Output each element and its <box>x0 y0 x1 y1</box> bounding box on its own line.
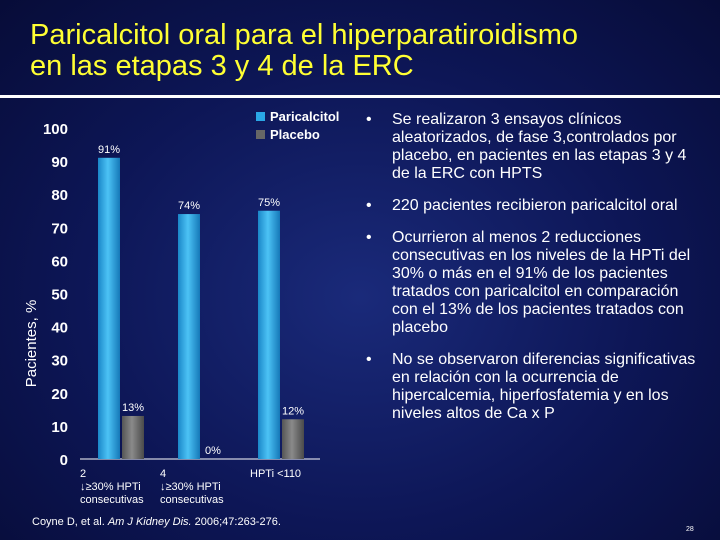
bullet-text: Se realizaron 3 ensayos clínicos aleator… <box>392 111 687 182</box>
bullet-text: Ocurrieron al menos 2 reducciones consec… <box>392 229 691 336</box>
legend-swatch <box>256 112 265 121</box>
citation-authors: Coyne D, et al. <box>32 516 108 528</box>
bullet-symbol: • <box>366 229 372 246</box>
y-tick-label: 10 <box>51 419 68 436</box>
bar-value-label: 12% <box>282 405 304 417</box>
y-tick-label: 20 <box>51 386 68 403</box>
bullet-text: 220 pacientes recibieron paricalcitol or… <box>392 197 678 214</box>
slide-title-line-1: Paricalcitol oral para el hiperparatiroi… <box>30 19 579 51</box>
bullet-item: • No se observaron diferencias significat… <box>362 351 702 423</box>
x-category-label: 2 <box>80 468 86 480</box>
x-category-label: consecutivas <box>160 494 224 506</box>
bullet-list: • Se realizaron 3 ensayos clínicos aleato… <box>362 111 702 437</box>
bar-value-label: 91% <box>98 144 120 156</box>
y-axis-label: Pacientes, % <box>23 300 40 388</box>
title-divider <box>0 95 720 98</box>
y-tick-label: 70 <box>51 220 68 237</box>
x-category-label: HPTi <110 <box>250 468 301 480</box>
y-tick-label: 0 <box>60 452 68 469</box>
bullet-item: • Se realizaron 3 ensayos clínicos aleato… <box>362 111 702 183</box>
citation-details: 2006;47:263-276. <box>191 516 281 528</box>
bar-value-label: 13% <box>122 402 144 414</box>
slide-title: Paricalcitol oral para el hiperparatiroi… <box>30 20 690 82</box>
y-tick-label: 30 <box>51 353 68 370</box>
slide-title-line-2: en las etapas 3 y 4 de la ERC <box>30 50 414 82</box>
bar-chart: Pacientes, % 0 10 20 30 40 50 60 70 80 90 100 91% 74%… <box>23 109 339 506</box>
x-category-label: 4 <box>160 468 166 480</box>
y-tick-label: 60 <box>51 253 68 270</box>
legend-label: Paricalcitol <box>270 109 339 124</box>
bullet-item: • 220 pacientes recibieron paricalcitol o… <box>362 197 702 215</box>
bar-value-label: 74% <box>178 200 200 212</box>
y-tick-label: 80 <box>51 187 68 204</box>
bullet-symbol: • <box>366 111 372 128</box>
citation: Coyne D, et al. Am J Kidney Dis. 2006;47… <box>32 516 281 528</box>
x-category-label: ↓≥30% HPTi <box>80 481 141 493</box>
y-tick-label: 90 <box>51 154 68 171</box>
paricalcitol-bar <box>98 157 120 460</box>
legend-swatch <box>256 130 265 139</box>
page-number: 28 <box>686 526 694 533</box>
citation-journal: Am J Kidney Dis. <box>107 516 192 528</box>
bar-value-label: 0% <box>205 445 221 457</box>
paricalcitol-bar <box>178 214 200 459</box>
placebo-bar <box>282 419 304 459</box>
y-tick-label: 50 <box>51 287 68 304</box>
y-tick-label: 100 <box>43 121 68 138</box>
bullet-text: No se observaron diferencias significati… <box>392 351 696 422</box>
paricalcitol-bar <box>258 210 280 459</box>
bullet-item: • Ocurrieron al menos 2 reducciones conse… <box>362 229 702 337</box>
bullet-symbol: • <box>366 351 372 368</box>
x-category-label: ↓≥30% HPTi <box>160 481 221 493</box>
bullet-symbol: • <box>366 197 372 214</box>
x-category-label: consecutivas <box>80 494 144 506</box>
bar-value-label: 75% <box>258 197 280 209</box>
placebo-bar <box>122 415 144 459</box>
legend-label: Placebo <box>270 127 320 142</box>
y-tick-label: 40 <box>51 320 68 337</box>
